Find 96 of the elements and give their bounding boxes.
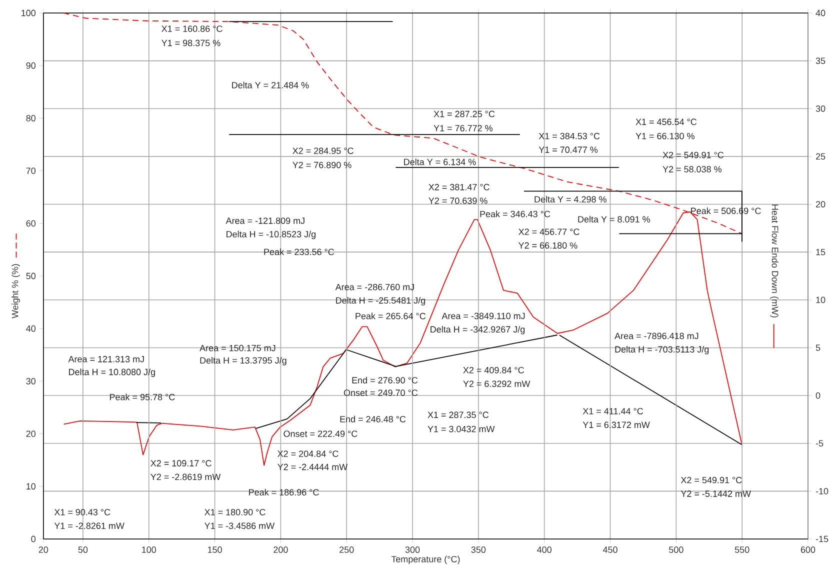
annotation: Y2 = -5.1442 mW — [680, 490, 751, 497]
y-tick-label: 100 — [22, 10, 36, 16]
annotation: X2 = 549.91 °C — [662, 152, 724, 158]
annotation: End = 276.90 °C — [352, 376, 418, 384]
annotation: Y1 = 70.477 % — [538, 146, 598, 153]
y-tick-label: 60 — [26, 220, 36, 227]
annotation: Delta H = -10.8523 J/g — [226, 230, 316, 240]
annotation: X1 = 287.25 °C — [434, 110, 495, 118]
annotation: Area = -286.760 mJ — [335, 284, 414, 290]
annotation: Onset = 249.70 °C — [344, 390, 418, 396]
x-tick-label: 400 — [537, 546, 552, 553]
annotation: Area = -7896.418 mJ — [614, 332, 698, 340]
y-tick-label: 0 — [31, 536, 36, 542]
annotation: Y1 = 76.772 % — [434, 124, 493, 132]
annotation: X1 = 180.90 °C — [204, 508, 266, 516]
y2-tick-label: -15 — [816, 536, 828, 542]
y2-tick-label: 35 — [816, 58, 826, 64]
x-tick-label: 200 — [274, 546, 288, 553]
x-axis-title: Temperature (°C) — [391, 556, 460, 564]
y2-tick-label: 5 — [816, 344, 820, 351]
y-tick-label: 40 — [26, 325, 36, 332]
annotation: Area = -3849.110 mJ — [442, 312, 525, 320]
annotation: Y2 = 6.3292 mW — [463, 380, 530, 388]
x-tick-label: 150 — [208, 546, 222, 553]
annotation: Y1 = 6.3172 mW — [582, 422, 650, 428]
annotation: X2 = 549.91 °C — [680, 476, 742, 484]
x-tick-label: 300 — [405, 546, 420, 553]
y2-tick-label: 25 — [816, 153, 826, 160]
annotation: Delta Y = 6.134 % — [404, 158, 476, 166]
y-tick-label: 20 — [26, 430, 36, 437]
x-tick-label: 350 — [471, 546, 486, 553]
annotation: X1 = 160.86 °C — [162, 26, 222, 32]
x-tick-label: 100 — [142, 546, 156, 553]
annotation: Y1 = 3.0432 mW — [428, 426, 495, 432]
annotation: Peak = 233.56 °C — [264, 248, 334, 256]
annotation: X1 = 384.53 °C — [538, 132, 600, 140]
annotation: X1 = 287.35 °C — [428, 412, 489, 418]
y-axis-title: Weight % (%) — [12, 264, 20, 318]
annotation: Delta H = 10.8080 J/g — [68, 368, 155, 377]
y-tick-label: 10 — [26, 483, 36, 490]
x-tick-label: 20 — [38, 546, 48, 553]
annotation: Delta Y = 21.484 % — [232, 82, 309, 88]
annotation: X2 = 381.47 °C — [428, 184, 490, 190]
annotation: Peak = 186.96 °C — [249, 488, 319, 496]
annotation: X2 = 109.17 °C — [150, 460, 212, 466]
y2-tick-label: 20 — [816, 201, 826, 208]
annotation: Y2 = 76.890 % — [292, 162, 352, 168]
y2-tick-label: 0 — [816, 392, 820, 399]
x-tick-label: 550 — [734, 546, 750, 553]
y2-tick-label: 10 — [816, 296, 826, 304]
annotation: Delta Y = 4.298 % — [534, 196, 606, 203]
x-tick-label: 450 — [602, 546, 618, 553]
y-tick-label: 30 — [26, 378, 36, 384]
annotation: Peak = 95.78 °C — [110, 394, 175, 400]
y-tick-label: 90 — [26, 62, 36, 69]
annotation: Area = 121.313 mJ — [68, 356, 144, 362]
annotation: Delta Y = 8.091 % — [578, 216, 650, 222]
y2-tick-label: -5 — [816, 440, 824, 446]
annotation: Peak = 265.64 °C — [356, 312, 426, 320]
annotation: X1 = 411.44 °C — [582, 408, 644, 414]
annotation: X2 = 456.77 °C — [518, 228, 580, 235]
annotation: Delta H = -703.5113 J/g — [615, 346, 709, 354]
y2-tick-label: -10 — [816, 488, 828, 494]
annotation: Delta H = -342.9267 J/g — [430, 326, 525, 334]
y-tick-label: 80 — [26, 115, 36, 122]
annotation: Y2 = 70.639 % — [428, 198, 488, 204]
x-tick-label: 500 — [669, 546, 684, 553]
annotation: Delta H = 13.3795 J/g — [200, 357, 286, 366]
annotation: X2 = 284.95 °C — [292, 148, 354, 154]
annotation: Y2 = -2.4444 mW — [278, 464, 348, 470]
annotation: Area = -121.809 mJ — [226, 218, 304, 224]
y2-tick-label: 15 — [816, 248, 826, 256]
annotation: Area = 150.175 mJ — [200, 344, 276, 352]
annotation: X2 = 409.84 °C — [463, 366, 524, 374]
annotation: Onset = 222.49 °C — [284, 430, 358, 437]
annotation: Y1 = 66.130 % — [636, 132, 694, 140]
annotation: Y2 = 58.038 % — [662, 166, 722, 172]
annotation: X1 = 90.43 °C — [54, 508, 110, 516]
annotation: X1 = 456.54 °C — [636, 118, 697, 126]
x-tick-label: 600 — [800, 546, 816, 553]
x-tick-label: 50 — [78, 546, 88, 553]
x-tick-label: 250 — [340, 546, 354, 553]
annotation: End = 246.48 °C — [340, 416, 406, 422]
y-tick-label: 70 — [26, 168, 36, 174]
y2-tick-label: 40 — [816, 10, 826, 16]
annotation: Y2 = -2.8619 mW — [150, 474, 221, 480]
annotation: Y1 = -3.4586 mW — [204, 522, 275, 530]
annotation: Y1 = 98.375 % — [162, 40, 220, 46]
y2-axis-title: Heat Flow Endo Down (mW) — [770, 204, 778, 318]
annotation: Delta H = -25.5481 J/g — [336, 297, 426, 306]
annotation: X2 = 204.84 °C — [278, 450, 338, 457]
annotation: Y1 = -2.8261 mW — [54, 522, 124, 530]
annotation: Y2 = 66.180 % — [518, 242, 578, 249]
annotation: Peak = 346.43 °C — [480, 210, 550, 218]
y2-tick-label: 30 — [816, 105, 826, 112]
y-tick-label: 50 — [26, 272, 36, 280]
